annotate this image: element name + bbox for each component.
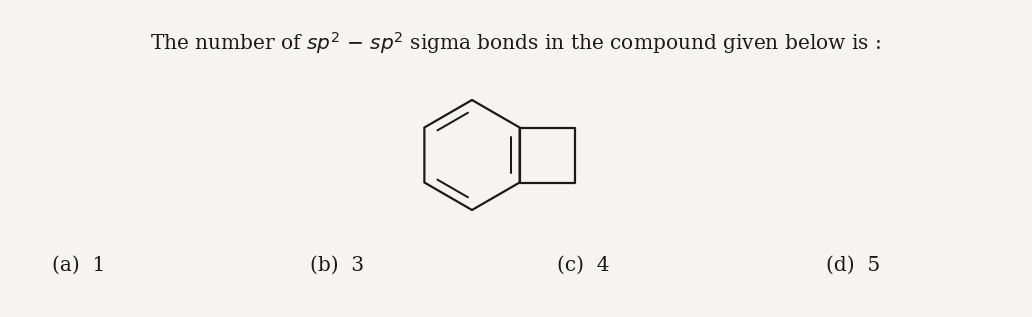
Text: The number of $\mathit{sp}^2$ $-$ $\mathit{sp}^2$ sigma bonds in the compound gi: The number of $\mathit{sp}^2$ $-$ $\math… bbox=[151, 30, 881, 56]
Text: (b)  3: (b) 3 bbox=[310, 256, 363, 275]
Text: (d)  5: (d) 5 bbox=[826, 256, 880, 275]
Text: (a)  1: (a) 1 bbox=[52, 256, 105, 275]
Text: (c)  4: (c) 4 bbox=[557, 256, 610, 275]
